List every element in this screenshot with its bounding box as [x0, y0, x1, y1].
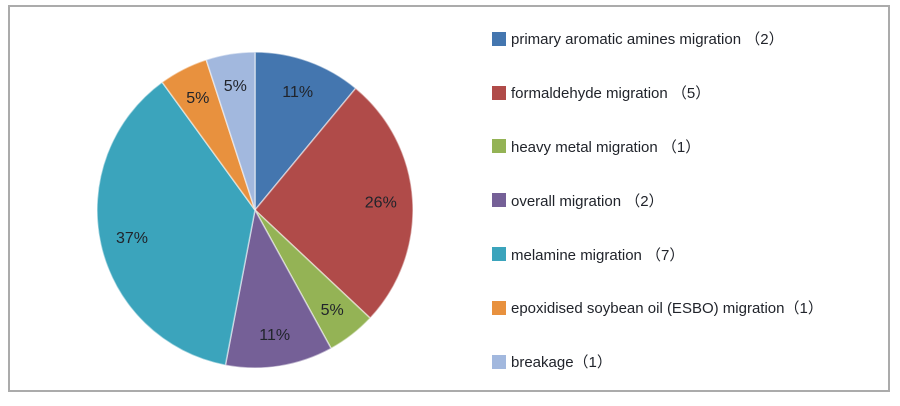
pie-slice — [224, 207, 333, 369]
legend-item: formaldehyde migration （5） — [492, 66, 823, 120]
pie-slice — [96, 81, 256, 367]
legend-item: heavy metal migration （1） — [492, 120, 823, 174]
legend-swatch-icon — [492, 85, 506, 100]
legend-label: primary aromatic amines migration （2） — [511, 31, 784, 49]
legend-item: epoxidised soybean oil (ESBO) migration（… — [492, 281, 823, 335]
legend-item: overall migration （2） — [492, 173, 823, 227]
pie-percent-label: 5% — [224, 78, 247, 95]
legend-swatch-icon — [492, 300, 506, 315]
legend-swatch-icon — [492, 193, 506, 208]
pie-percent-label: 11% — [282, 84, 313, 101]
pie-percent-label: 26% — [365, 195, 397, 212]
legend-label: breakage（1） — [511, 354, 612, 372]
pie-percent-label: 37% — [116, 230, 148, 247]
legend-label: formaldehyde migration （5） — [511, 85, 711, 103]
legend-swatch-icon — [492, 354, 506, 369]
legend-swatch-icon — [492, 247, 506, 262]
legend-label: melamine migration （7） — [511, 246, 685, 264]
legend-label: epoxidised soybean oil (ESBO) migration（… — [511, 300, 823, 318]
pie-percent-label: 5% — [186, 90, 209, 107]
pie-slice — [205, 51, 256, 211]
pie-percent-label: 5% — [321, 302, 344, 319]
legend: primary aromatic amines migration （2） for… — [492, 12, 823, 389]
legend-item: breakage（1） — [492, 335, 823, 389]
pie-percent-label: 11% — [259, 327, 290, 344]
legend-item: melamine migration （7） — [492, 227, 823, 281]
legend-item: primary aromatic amines migration （2） — [492, 12, 823, 66]
pie-slice — [254, 51, 357, 213]
legend-swatch-icon — [492, 139, 506, 154]
legend-swatch-icon — [492, 31, 506, 46]
legend-label: overall migration （2） — [511, 192, 664, 210]
pie-slice — [253, 87, 414, 320]
legend-label: heavy metal migration （1） — [511, 138, 701, 156]
